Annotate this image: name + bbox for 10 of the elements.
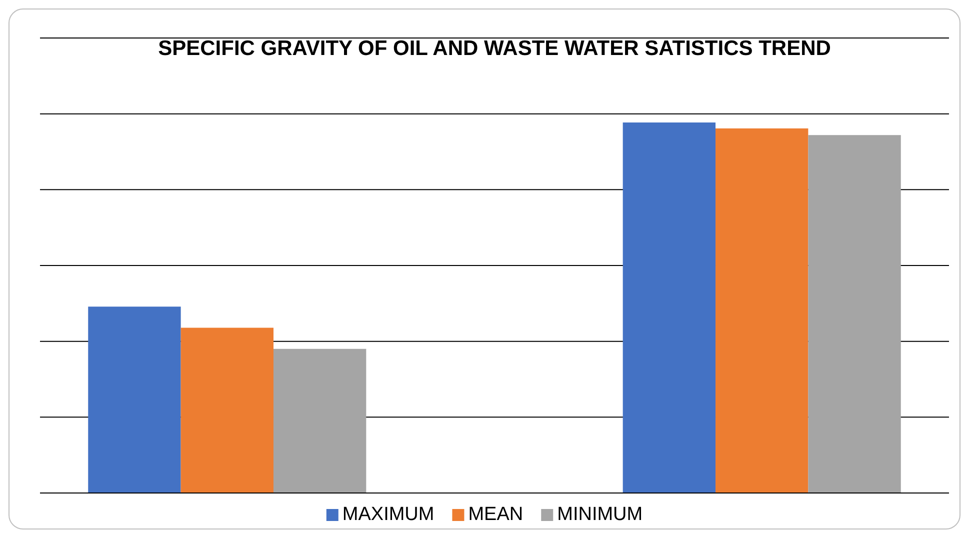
bar [88,306,181,493]
legend-label: MEAN [468,504,524,525]
bar [273,348,366,493]
bar [622,122,716,493]
legend-label: MINIMUM [557,504,643,525]
bar [716,128,808,493]
chart-title: SPECIFIC GRAVITY OF OIL AND WASTE WATER SATISTICS TREND [158,37,831,60]
legend-label: MAXIMUM [342,504,434,525]
bar [808,135,901,493]
bar [180,328,274,493]
